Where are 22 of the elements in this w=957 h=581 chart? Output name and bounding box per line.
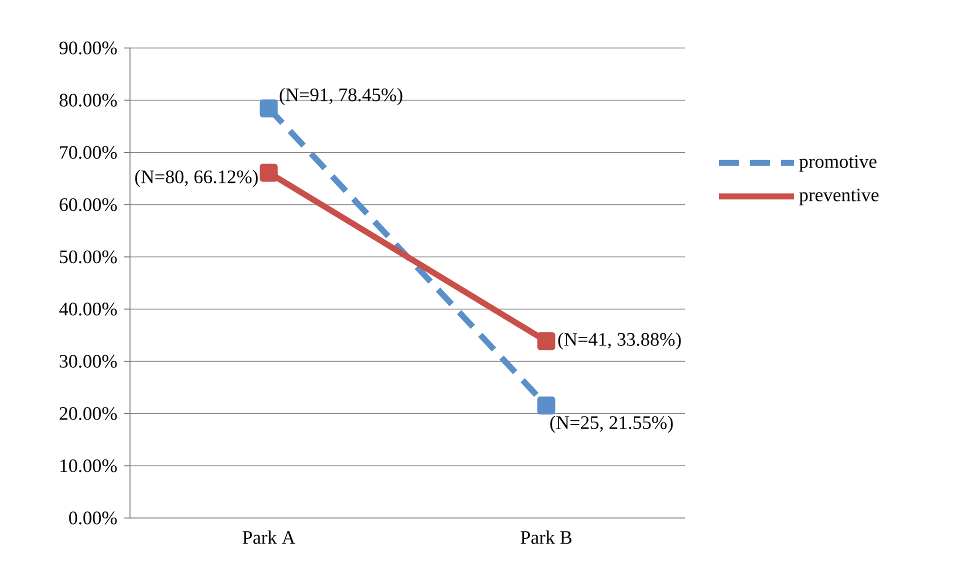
y-tick-label: 10.00% — [60, 459, 117, 472]
y-tick-label: 30.00% — [60, 354, 117, 368]
legend-label: promotive — [799, 155, 876, 172]
point — [537, 396, 556, 414]
data-label: (N=91, 78.45%) — [280, 88, 402, 106]
x-tick-label: Park A — [242, 530, 296, 544]
y-tick-label: 40.00% — [59, 302, 117, 316]
y-tick-label: 50.00% — [60, 250, 117, 264]
x-tick-label: Park B — [520, 530, 572, 544]
y-tick-label: 20.00% — [60, 407, 117, 420]
y-tick-label: 0.00% — [69, 512, 117, 524]
y-tick-label: 70.00% — [60, 146, 117, 159]
point — [260, 164, 278, 182]
y-tick-label: 90.00% — [60, 42, 117, 54]
point — [537, 332, 556, 350]
legend-label: preventive — [799, 188, 879, 206]
y-tick-label: 80.00% — [60, 94, 117, 107]
data-label: (N=41, 33.88%) — [558, 332, 681, 350]
data-label: (N=80, 66.12%) — [135, 170, 258, 188]
data-label: (N=25, 21.55%) — [550, 416, 673, 433]
point — [260, 99, 278, 118]
y-tick-label: 60.00% — [60, 198, 117, 212]
